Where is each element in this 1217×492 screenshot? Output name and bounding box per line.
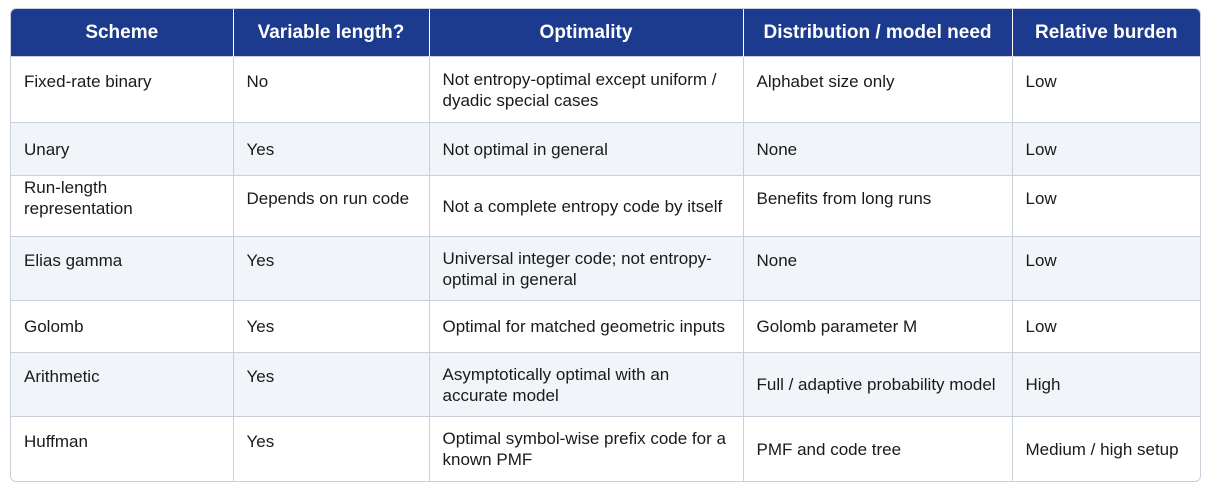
table-row: Golomb Yes Optimal for matched geometric… bbox=[11, 300, 1200, 353]
table-row: Arithmetic Yes Asymptotically optimal wi… bbox=[11, 352, 1200, 417]
header-scheme: Scheme bbox=[11, 9, 234, 57]
cell-scheme: Arithmetic bbox=[11, 352, 234, 417]
cell-relative-burden: Low bbox=[1012, 122, 1200, 176]
cell-scheme: Elias gamma bbox=[11, 236, 234, 301]
cell-model-need: PMF and code tree bbox=[743, 416, 1013, 481]
table-row: Elias gamma Yes Universal integer code; … bbox=[11, 236, 1200, 301]
cell-scheme: Run-length representation bbox=[11, 175, 234, 237]
cell-optimality: Universal integer code; not entropy-opti… bbox=[429, 236, 744, 301]
cell-optimality: Optimal for matched geometric inputs bbox=[429, 300, 744, 353]
header-row: Scheme Variable length? Optimality Distr… bbox=[11, 9, 1200, 57]
cell-model-need: Benefits from long runs bbox=[743, 175, 1013, 237]
cell-model-need: Alphabet size only bbox=[743, 56, 1013, 123]
cell-variable-length: Yes bbox=[233, 352, 430, 417]
cell-variable-length: Yes bbox=[233, 416, 430, 481]
cell-scheme: Golomb bbox=[11, 300, 234, 353]
cell-optimality: Optimal symbol-wise prefix code for a kn… bbox=[429, 416, 744, 481]
comparison-table: Scheme Variable length? Optimality Distr… bbox=[11, 9, 1200, 481]
table-row: Unary Yes Not optimal in general None Lo… bbox=[11, 122, 1200, 176]
header-variable-length: Variable length? bbox=[233, 9, 430, 57]
cell-variable-length: Yes bbox=[233, 236, 430, 301]
table-row: Huffman Yes Optimal symbol-wise prefix c… bbox=[11, 416, 1200, 481]
cell-relative-burden: Low bbox=[1012, 236, 1200, 301]
cell-variable-length: Yes bbox=[233, 300, 430, 353]
cell-relative-burden: Low bbox=[1012, 300, 1200, 353]
cell-model-need: Golomb parameter M bbox=[743, 300, 1013, 353]
cell-model-need: None bbox=[743, 122, 1013, 176]
cell-variable-length: No bbox=[233, 56, 430, 123]
cell-model-need: None bbox=[743, 236, 1013, 301]
comparison-table-frame: Scheme Variable length? Optimality Distr… bbox=[10, 8, 1201, 482]
table-row: Fixed-rate binary No Not entropy-optimal… bbox=[11, 56, 1200, 123]
header-model-need: Distribution / model need bbox=[743, 9, 1013, 57]
cell-variable-length: Yes bbox=[233, 122, 430, 176]
cell-relative-burden: High bbox=[1012, 352, 1200, 417]
cell-scheme: Unary bbox=[11, 122, 234, 176]
table-row: Run-length representation Depends on run… bbox=[11, 175, 1200, 237]
cell-relative-burden: Medium / high setup bbox=[1012, 416, 1200, 481]
cell-relative-burden: Low bbox=[1012, 175, 1200, 237]
cell-relative-burden: Low bbox=[1012, 56, 1200, 123]
cell-optimality: Asymptotically optimal with an accurate … bbox=[429, 352, 744, 417]
cell-scheme: Huffman bbox=[11, 416, 234, 481]
header-relative-burden: Relative burden bbox=[1012, 9, 1200, 57]
cell-variable-length: Depends on run code bbox=[233, 175, 430, 237]
cell-scheme: Fixed-rate binary bbox=[11, 56, 234, 123]
cell-optimality: Not a complete entropy code by itself bbox=[429, 175, 744, 237]
cell-model-need: Full / adaptive probability model bbox=[743, 352, 1013, 417]
cell-optimality: Not entropy-optimal except uniform / dya… bbox=[429, 56, 744, 123]
cell-optimality: Not optimal in general bbox=[429, 122, 744, 176]
header-optimality: Optimality bbox=[429, 9, 744, 57]
